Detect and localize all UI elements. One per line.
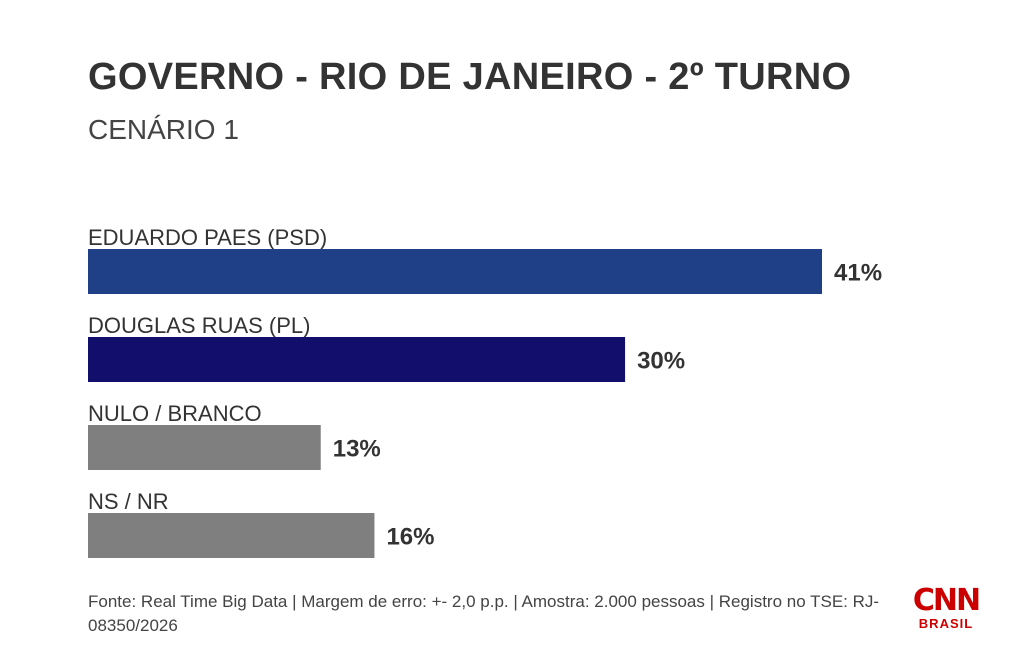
logo-region: BRASIL: [918, 616, 974, 631]
category-label: DOUGLAS RUAS (PL): [88, 313, 311, 338]
value-label: 16%: [386, 524, 434, 551]
chart-title: GOVERNO - RIO DE JANEIRO - 2º TURNO: [88, 56, 852, 98]
bar: [88, 425, 321, 470]
category-label: EDUARDO PAES (PSD): [88, 225, 327, 250]
chart-subtitle: CENÁRIO 1: [88, 114, 239, 145]
cnn-brasil-logo: CNN BRASIL: [906, 586, 986, 636]
value-label: 41%: [834, 260, 882, 287]
bar: [88, 249, 822, 294]
value-label: 13%: [333, 436, 381, 463]
bar: [88, 513, 375, 558]
logo-brand: CNN: [912, 583, 981, 618]
value-label: 30%: [637, 348, 685, 375]
bar: [88, 337, 626, 382]
category-label: NULO / BRANCO: [88, 401, 262, 426]
source-footnote: Fonte: Real Time Big Data | Margem de er…: [88, 592, 880, 635]
category-label: NS / NR: [88, 489, 169, 514]
